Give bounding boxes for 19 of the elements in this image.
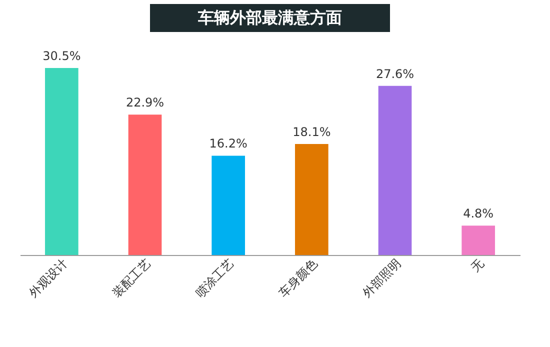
- bar: [128, 114, 162, 255]
- bar: [45, 68, 78, 255]
- bar: [378, 86, 412, 255]
- x-tick-label: 无: [468, 256, 487, 274]
- x-tick-label: 装配工艺: [110, 256, 154, 300]
- data-label: 22.9%: [126, 96, 164, 110]
- data-label: 18.1%: [292, 125, 331, 140]
- data-label: 16.2%: [209, 136, 248, 151]
- x-tick-label: 喷涂工艺: [192, 256, 237, 300]
- chart-title: 车辆外部最满意方面: [197, 8, 342, 27]
- bar: [212, 156, 245, 255]
- data-label: 30.5%: [42, 49, 81, 64]
- x-tick-label: 外观设计: [26, 256, 70, 300]
- bar: [295, 144, 328, 255]
- x-tick-label: 车身颜色: [276, 256, 320, 300]
- data-label: 4.8%: [463, 206, 494, 221]
- data-label: 27.6%: [376, 66, 414, 81]
- bar: [462, 226, 495, 255]
- x-tick-label: 外部照明: [360, 256, 404, 300]
